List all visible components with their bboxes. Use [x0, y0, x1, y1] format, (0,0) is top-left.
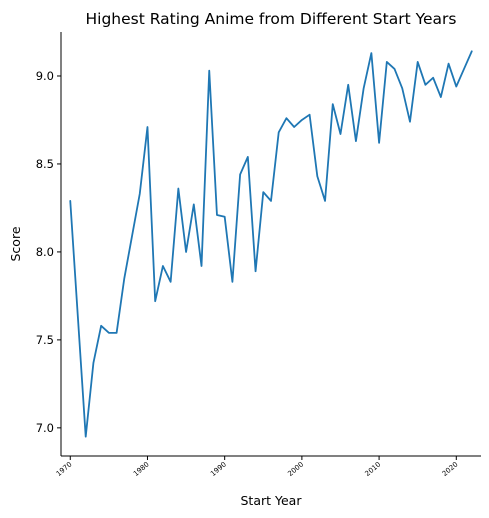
score-series-line — [70, 51, 471, 436]
chart-title: Highest Rating Anime from Different Star… — [86, 10, 457, 28]
x-tick-label: 2000 — [286, 460, 305, 478]
x-tick-label: 1970 — [55, 460, 74, 478]
x-tick-label: 1980 — [132, 460, 151, 478]
y-tick-label: 8.0 — [36, 245, 54, 259]
x-axis-ticks: 1970 1980 1990 2000 2010 2020 — [55, 456, 460, 478]
y-tick-label: 9.0 — [36, 69, 54, 83]
x-axis-label: Start Year — [241, 493, 303, 508]
x-tick-label: 2020 — [441, 460, 460, 478]
plot-area — [70, 51, 471, 436]
y-axis-label: Score — [8, 226, 23, 261]
y-axis-ticks: 7.0 7.5 8.0 8.5 9.0 — [36, 69, 61, 435]
y-tick-label: 7.5 — [36, 333, 54, 347]
y-tick-label: 7.0 — [36, 421, 54, 435]
y-tick-label: 8.5 — [36, 157, 54, 171]
x-tick-label: 2010 — [364, 460, 383, 478]
x-tick-label: 1990 — [209, 460, 228, 478]
